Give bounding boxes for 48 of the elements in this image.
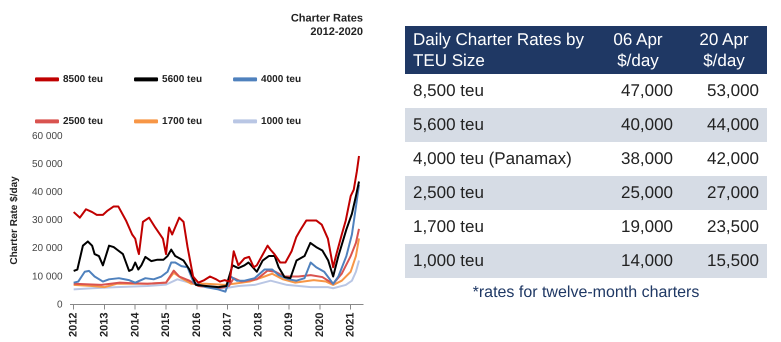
x-tick-label: 2019 xyxy=(283,312,296,338)
data-label: 25,000 xyxy=(595,176,681,210)
data-label: 38,000 xyxy=(620,148,674,170)
x-tick-label: 2012 xyxy=(68,312,80,338)
y-tick-label: 50 000 xyxy=(32,159,64,170)
data-label: 40,000 xyxy=(595,108,681,142)
category-label: 2,500 teu xyxy=(405,176,595,210)
data-label: 19,000 xyxy=(620,216,674,238)
x-tick-label: 2014 xyxy=(129,312,142,338)
legend-label: 2500 teu xyxy=(63,116,104,128)
category-label: 1,000 teu xyxy=(405,244,595,278)
data-label: 15,500 xyxy=(681,244,767,278)
legend-label: 8500 teu xyxy=(63,74,104,86)
legend-label: 1700 teu xyxy=(162,116,202,128)
data-label: 23,500 xyxy=(706,216,760,238)
data-label: 47,000 xyxy=(620,80,674,102)
y-tick-label: 10 000 xyxy=(32,271,64,282)
text: Daily Charter Rates by TEU Size xyxy=(405,26,595,74)
text: 06 Apr $/day xyxy=(595,26,681,74)
text: 20 Apr $/day xyxy=(681,26,767,74)
data-label: 27,000 xyxy=(681,176,767,210)
y-tick-label: 0 xyxy=(57,299,64,310)
category-label: 8,500 teu xyxy=(412,80,485,102)
y-tick-label: 60 000 xyxy=(32,131,64,142)
legend-label: 5600 teu xyxy=(162,74,202,86)
category-label: 1,700 teu xyxy=(412,216,485,238)
category-label: 5,600 teu xyxy=(405,108,595,142)
x-tick-label: 2015 xyxy=(160,312,172,338)
x-tick-label: 2021 xyxy=(344,312,357,338)
x-tick-label: 2016 xyxy=(190,312,203,338)
x-tick-label: 2018 xyxy=(252,312,264,338)
chart-title: Charter Rates xyxy=(290,12,363,25)
data-label: 42,000 xyxy=(706,148,760,170)
text: *rates for twelve-month charters xyxy=(472,284,700,302)
y-axis-title: Charter Rate $/day xyxy=(8,176,20,265)
y-tick-label: 30 000 xyxy=(32,215,64,226)
y-tick-label: 20 000 xyxy=(32,243,64,254)
chart-subtitle: 2012-2020 xyxy=(310,26,363,38)
y-tick-label: 40 000 xyxy=(32,187,64,198)
legend-label: 1000 teu xyxy=(261,116,302,128)
data-label: 14,000 xyxy=(595,244,681,278)
x-tick-label: 2017 xyxy=(222,312,234,338)
x-tick-label: 2020 xyxy=(314,312,326,338)
x-tick-label: 2013 xyxy=(98,312,110,338)
legend-label: 4000 teu xyxy=(261,74,302,86)
data-label: 53,000 xyxy=(706,80,760,102)
category-label: 4,000 teu (Panamax) xyxy=(412,148,573,170)
data-label: 44,000 xyxy=(681,108,767,142)
